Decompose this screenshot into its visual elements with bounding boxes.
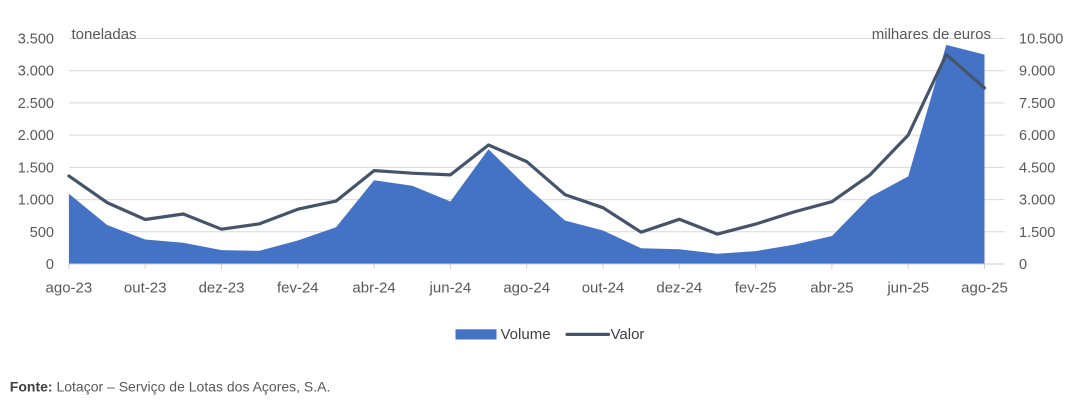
svg-text:0: 0 — [46, 257, 54, 273]
svg-text:abr-25: abr-25 — [810, 280, 853, 297]
svg-text:Valor: Valor — [611, 326, 645, 343]
svg-text:jun-24: jun-24 — [429, 280, 472, 297]
svg-text:1.500: 1.500 — [18, 160, 54, 176]
svg-text:dez-23: dez-23 — [199, 280, 245, 297]
svg-text:milhares de euros: milhares de euros — [872, 26, 991, 43]
svg-text:out-23: out-23 — [124, 280, 167, 297]
svg-text:2.000: 2.000 — [18, 128, 54, 144]
svg-text:7.500: 7.500 — [1019, 96, 1055, 112]
svg-text:out-24: out-24 — [582, 280, 625, 297]
svg-text:ago-23: ago-23 — [46, 280, 93, 297]
svg-text:500: 500 — [30, 225, 54, 241]
svg-text:abr-24: abr-24 — [352, 280, 395, 297]
svg-text:3.000: 3.000 — [1019, 193, 1055, 209]
svg-text:ago-24: ago-24 — [503, 280, 550, 297]
svg-text:fev-25: fev-25 — [735, 280, 777, 297]
svg-text:6.000: 6.000 — [1019, 128, 1055, 144]
svg-text:10.500: 10.500 — [1019, 32, 1063, 48]
svg-text:Fonte: Lotaçor – Serviço de Lo: Fonte: Lotaçor – Serviço de Lotas dos Aç… — [10, 378, 331, 394]
svg-text:fev-24: fev-24 — [277, 280, 319, 297]
svg-text:3.000: 3.000 — [18, 64, 54, 80]
svg-text:dez-24: dez-24 — [656, 280, 702, 297]
svg-text:2.500: 2.500 — [18, 96, 54, 112]
svg-text:1.000: 1.000 — [18, 193, 54, 209]
svg-text:toneladas: toneladas — [72, 26, 137, 43]
svg-text:1.500: 1.500 — [1019, 225, 1055, 241]
svg-text:jun-25: jun-25 — [886, 280, 929, 297]
svg-text:3.500: 3.500 — [18, 32, 54, 48]
svg-text:9.000: 9.000 — [1019, 64, 1055, 80]
svg-text:4.500: 4.500 — [1019, 160, 1055, 176]
svg-text:0: 0 — [1019, 257, 1027, 273]
svg-text:ago-25: ago-25 — [961, 280, 1008, 297]
svg-text:Volume: Volume — [501, 326, 551, 343]
